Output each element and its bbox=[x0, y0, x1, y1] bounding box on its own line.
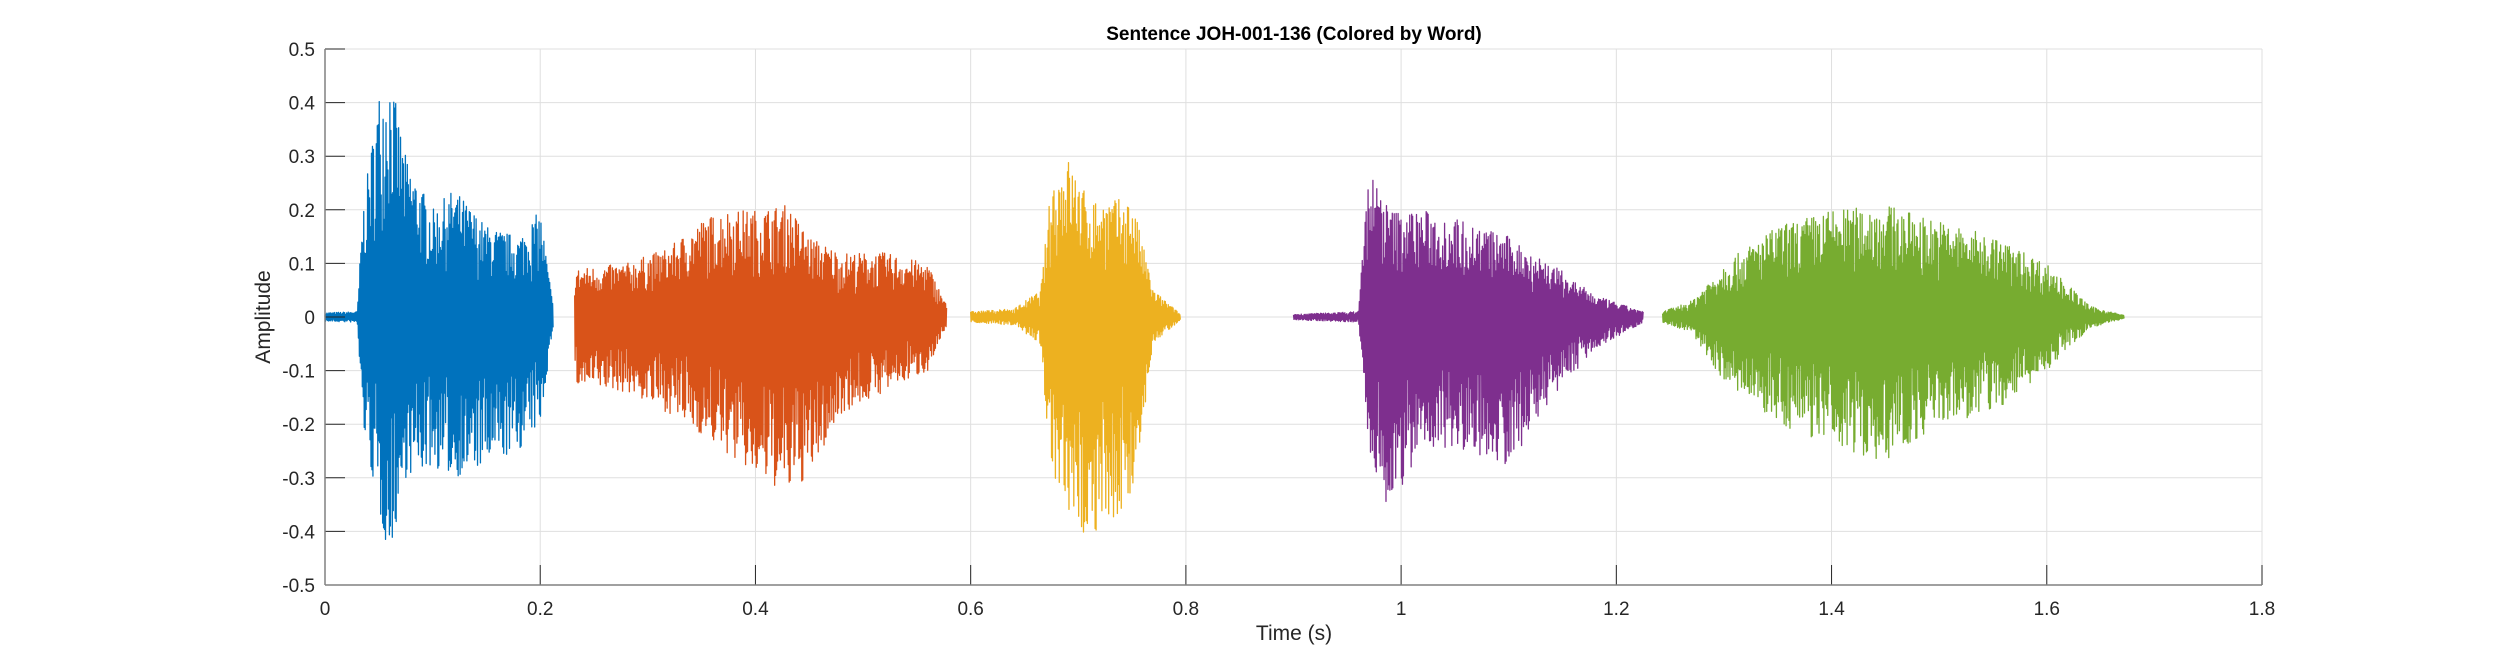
y-axis-label: Amplitude bbox=[252, 270, 275, 363]
series-group bbox=[324, 101, 2125, 541]
y-tick-label: -0.5 bbox=[282, 576, 315, 597]
y-tick-label: -0.4 bbox=[282, 522, 315, 543]
y-tick-label: 0.1 bbox=[289, 254, 315, 275]
y-tick-label: -0.3 bbox=[282, 469, 315, 490]
x-tick-label: 1.2 bbox=[1603, 599, 1629, 620]
series-word-4 bbox=[1292, 179, 1644, 503]
y-tick-label: 0.5 bbox=[289, 40, 315, 61]
x-tick-label: 1.8 bbox=[2249, 599, 2275, 620]
y-tick-label: 0.3 bbox=[289, 147, 315, 168]
x-tick-label: 1.6 bbox=[2034, 599, 2060, 620]
y-tick-label: 0.4 bbox=[289, 94, 316, 115]
x-tick-label: 1.4 bbox=[1818, 599, 1845, 620]
y-tick-label: 0 bbox=[304, 308, 315, 329]
series-word-1 bbox=[324, 101, 554, 541]
series-word-5 bbox=[1661, 206, 2125, 460]
series-word-2 bbox=[574, 205, 948, 486]
y-tick-label: 0.2 bbox=[289, 201, 315, 222]
x-tick-label: 0 bbox=[320, 599, 331, 620]
x-tick-label: 0.2 bbox=[527, 599, 553, 620]
axes: 0 0.2 0.4 0.6 0.8 1 1.2 1.4 1.6 1.8 -0.5 -0.4 -0.3 -0… bbox=[282, 40, 2275, 620]
chart-title: Sentence JOH-001-136 (Colored by Word) bbox=[1106, 24, 1482, 45]
y-tick-label: -0.2 bbox=[282, 415, 315, 436]
x-tick-label: 0.8 bbox=[1173, 599, 1199, 620]
x-axis-label: Time (s) bbox=[1256, 622, 1332, 645]
x-tick-label: 0.4 bbox=[742, 599, 769, 620]
x-tick-label: 1 bbox=[1396, 599, 1407, 620]
x-tick-label: 0.6 bbox=[957, 599, 983, 620]
series-word-3 bbox=[970, 162, 1181, 533]
y-tick-label: -0.1 bbox=[282, 362, 315, 383]
